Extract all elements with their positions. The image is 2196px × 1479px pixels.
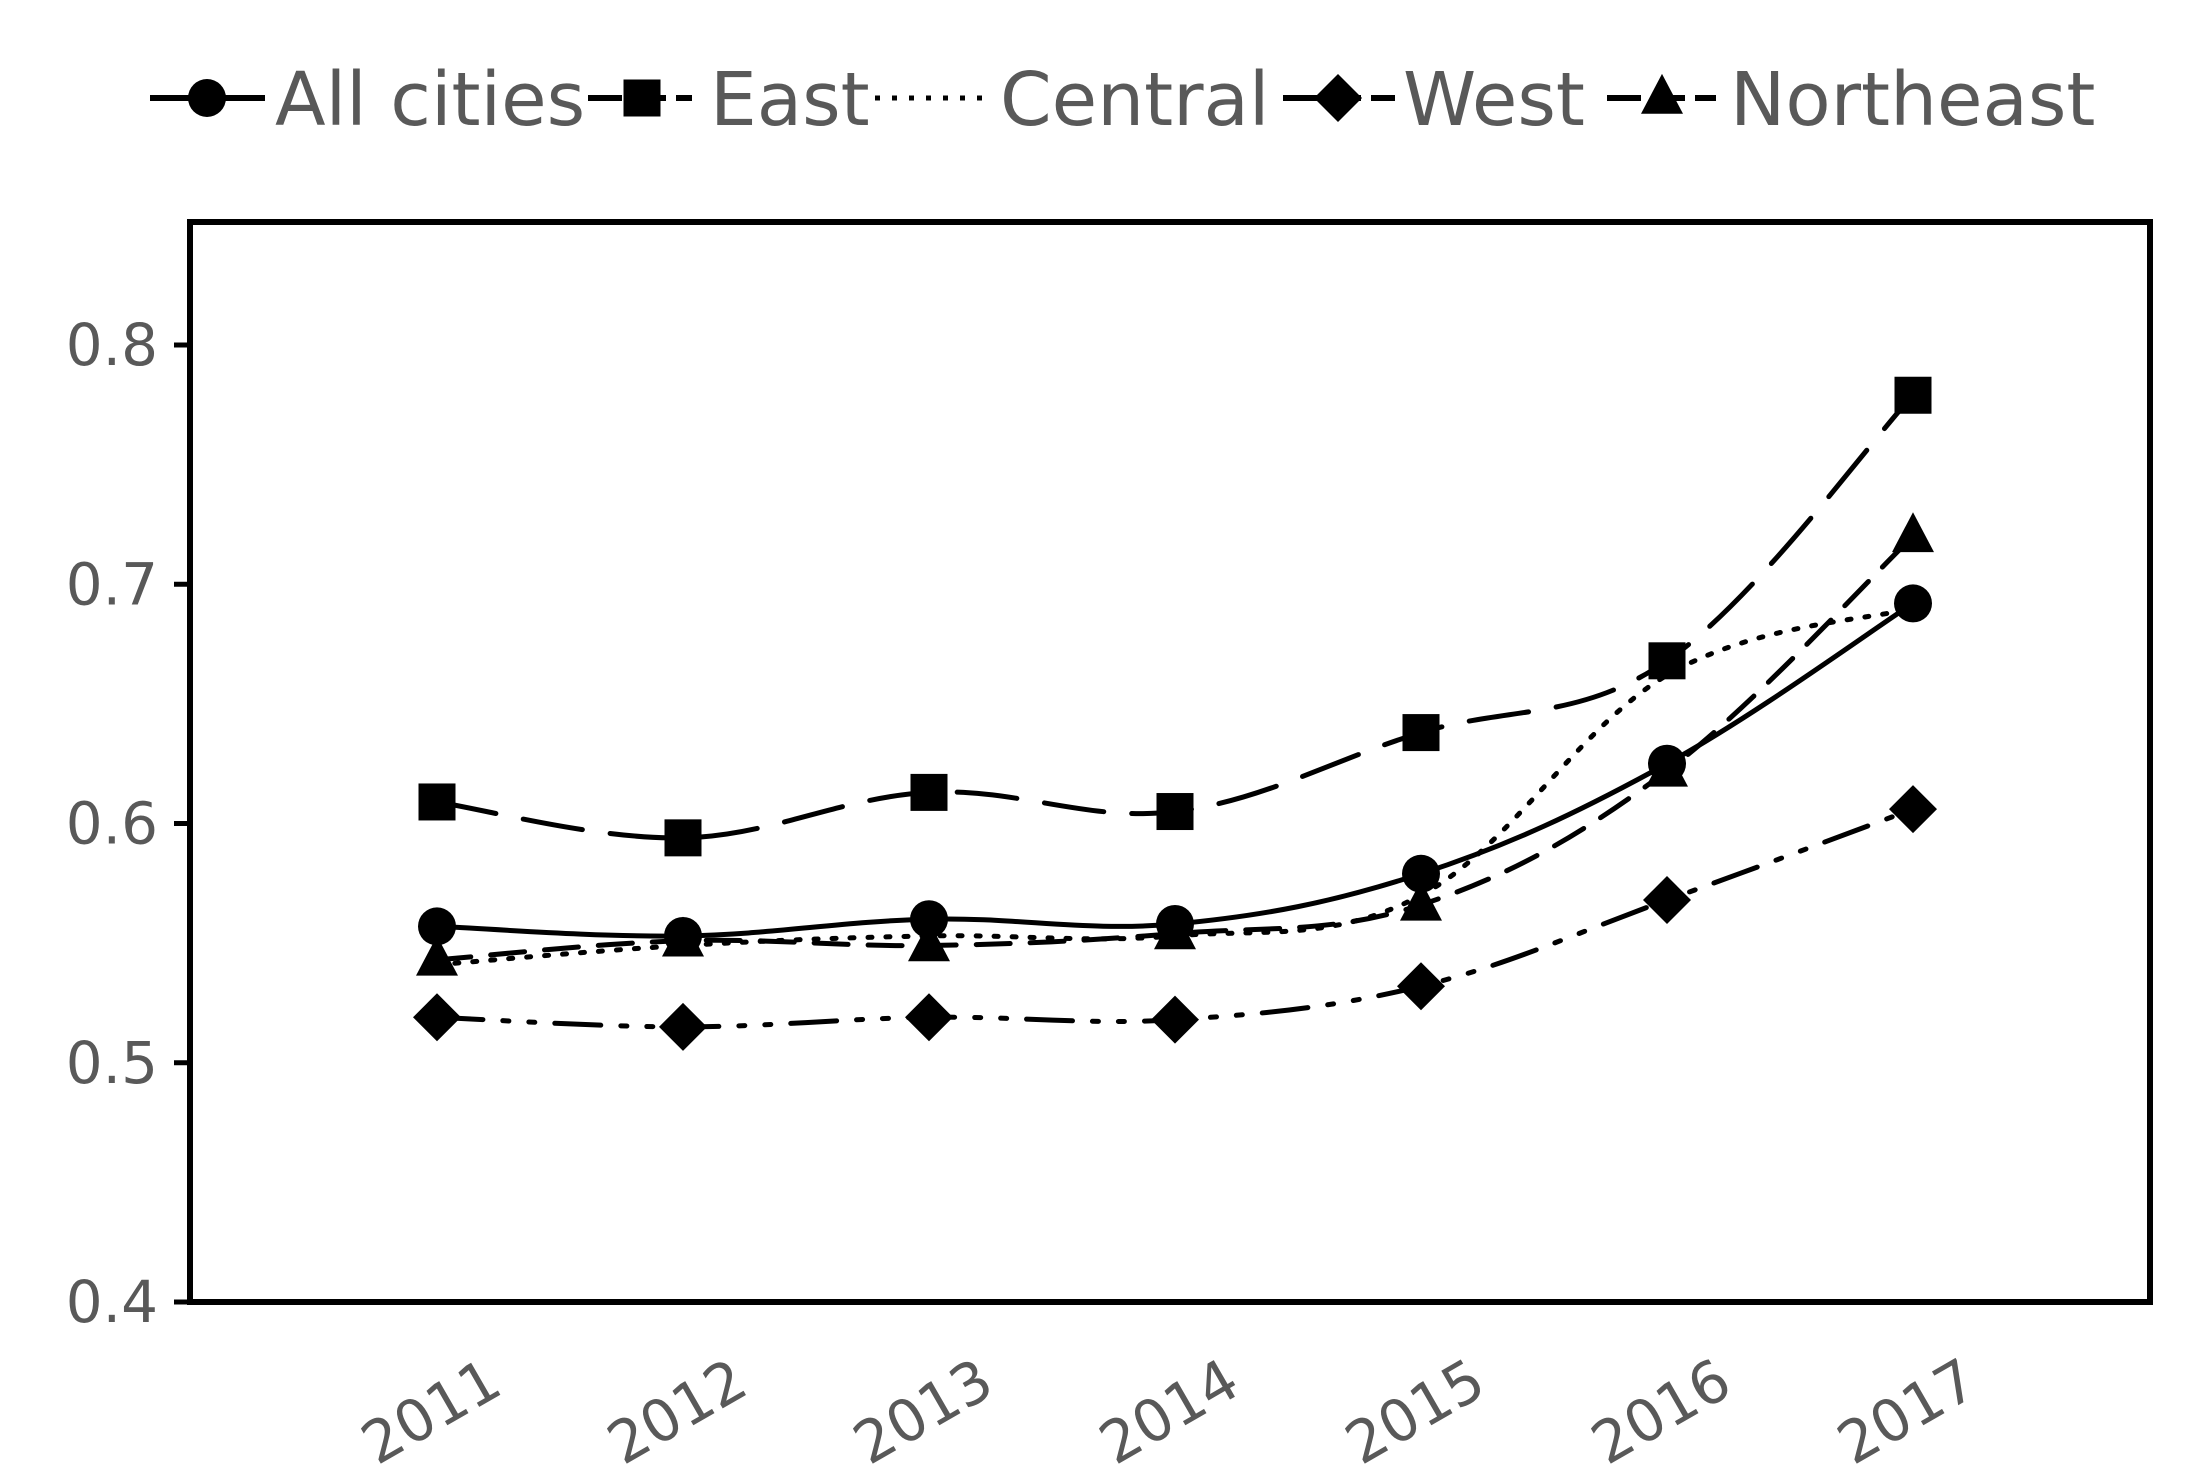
point-northeast-2014 [1154,909,1196,950]
x-tick-label-2013: 2013 [842,1345,1004,1478]
point-west-2012 [659,1002,707,1051]
legend-marker-east [623,79,661,117]
x-tick-label-2017: 2017 [1826,1345,1988,1478]
legend-label-west: West [1403,57,1585,143]
series-east [418,376,1932,857]
series-line-all-cities [434,600,1916,939]
legend-item-east: East [588,57,870,143]
point-east-2016 [1648,642,1686,680]
legend-item-central: Central [875,57,1269,143]
point-northeast-2013 [908,921,950,962]
series-all-cities [418,584,1932,955]
point-west-2014 [1151,995,1199,1044]
series-line-east [434,392,1916,841]
point-west-2013 [905,993,953,1042]
legend-item-northeast: Northeast [1607,57,2095,143]
x-tick-label-2015: 2015 [1334,1345,1496,1478]
y-axis: 0.4 0.5 0.6 0.7 0.8 [66,311,190,1336]
point-northeast-2012 [662,916,704,957]
legend: All cities East Central West Northeast [150,57,2095,143]
point-west-2011 [413,993,461,1042]
series-central [434,605,1916,968]
legend-label-east: East [710,57,870,143]
point-east-2011 [418,783,456,821]
series-layer [413,376,1937,1051]
x-tick-label-2012: 2012 [596,1345,758,1478]
point-northeast-2017 [1892,512,1934,553]
point-east-2013 [910,773,948,811]
point-northeast-2015 [1400,880,1442,921]
point-west-2015 [1397,962,1445,1011]
legend-marker-all-cities [188,79,226,117]
series-west [413,785,1937,1051]
point-east-2014 [1156,793,1194,831]
x-tick-label-2016: 2016 [1580,1345,1742,1478]
legend-item-west: West [1283,57,1585,143]
x-tick-label-2014: 2014 [1088,1345,1250,1478]
legend-label-all-cities: All cities [275,57,585,143]
point-east-2015 [1402,714,1440,752]
point-all-cities-2015 [1402,854,1440,893]
legend-marker-northeast [1641,73,1683,114]
point-northeast-2016 [1646,746,1688,787]
point-all-cities-2013 [910,900,948,939]
legend-label-northeast: Northeast [1730,57,2095,143]
point-west-2016 [1643,876,1691,925]
y-tick-label-0-4: 0.4 [66,1268,158,1336]
y-tick-label-0-5: 0.5 [66,1029,158,1097]
plot-area-frame [187,219,2153,1305]
series-northeast [416,512,1934,976]
point-northeast-2011 [416,935,458,976]
point-all-cities-2011 [418,907,456,946]
point-east-2017 [1894,376,1932,414]
point-west-2017 [1889,785,1937,834]
x-tick-label-2011: 2011 [350,1345,512,1478]
y-tick-label-0-6: 0.6 [66,790,158,858]
y-tick-label-0-7: 0.7 [66,550,158,618]
series-line-central [434,605,1916,968]
legend-item-all-cities: All cities [150,57,585,143]
point-all-cities-2017 [1894,584,1932,623]
x-axis: 2011 2012 2013 2014 2015 2016 2017 [350,1345,1988,1478]
y-tick-label-0-8: 0.8 [66,311,158,379]
legend-label-central: Central [1000,57,1269,143]
point-east-2012 [664,819,702,857]
legend-marker-west [1314,74,1362,122]
